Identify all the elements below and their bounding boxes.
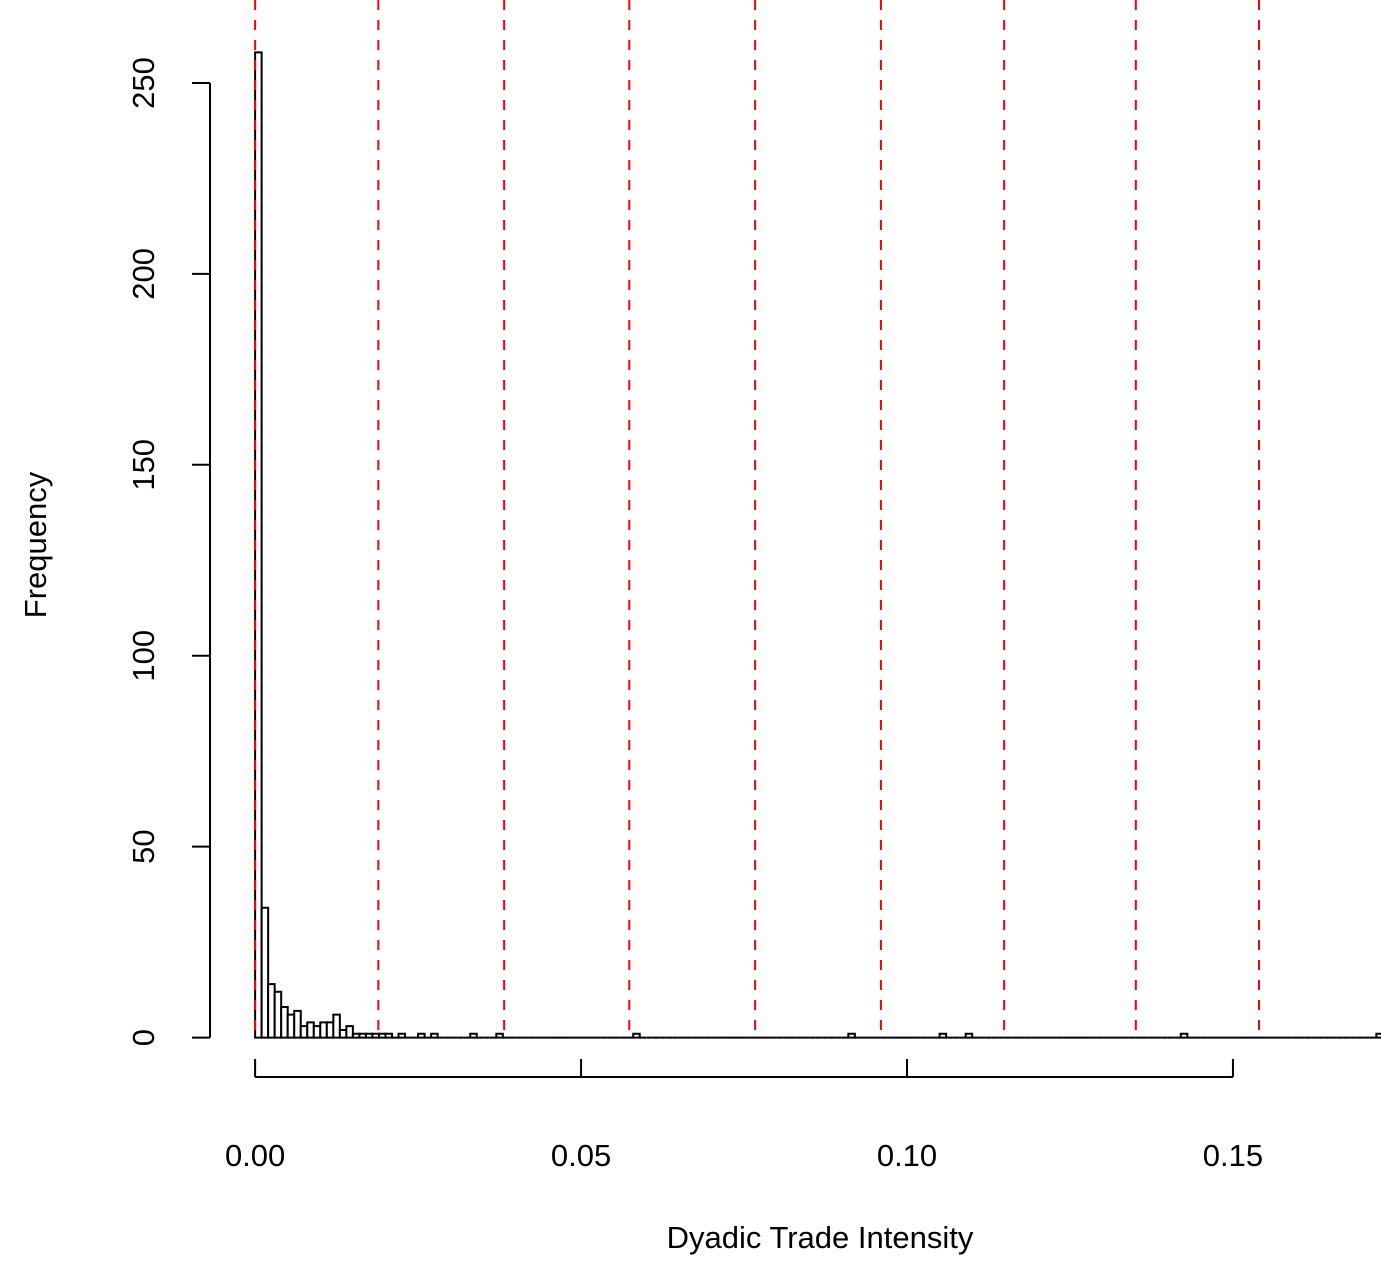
bar [332, 1013, 341, 1039]
bar [280, 1006, 289, 1039]
x-tick-label: 0.00 [225, 1138, 285, 1173]
bar [417, 1032, 426, 1039]
y-tick-label: 200 [126, 248, 161, 300]
bar [847, 1032, 856, 1039]
bar [397, 1032, 407, 1039]
x-tick-label: 0.05 [551, 1138, 611, 1173]
y-tick-label: 150 [126, 439, 161, 491]
bar [306, 1021, 315, 1039]
y-tick-label: 0 [126, 1029, 161, 1046]
bar [938, 1032, 948, 1039]
y-tick-label: 100 [126, 630, 161, 682]
bar [267, 983, 276, 1039]
bar [469, 1032, 478, 1039]
bar [260, 906, 270, 1039]
bar [384, 1032, 394, 1039]
x-tick-label: 0.10 [877, 1138, 937, 1173]
bar [430, 1032, 439, 1039]
x-axis-label: Dyadic Trade Intensity [667, 1220, 974, 1255]
bar [345, 1025, 354, 1039]
bar [293, 1009, 302, 1039]
bar [495, 1032, 504, 1039]
bar [1375, 1032, 1381, 1039]
bar [632, 1032, 641, 1039]
bar [273, 990, 283, 1039]
bar [964, 1032, 974, 1039]
bar [1179, 1032, 1189, 1039]
y-tick-label: 50 [126, 829, 161, 863]
y-tick-label: 250 [126, 57, 161, 109]
y-axis-label: Frequency [18, 471, 53, 618]
x-tick-label: 0.15 [1203, 1138, 1263, 1173]
